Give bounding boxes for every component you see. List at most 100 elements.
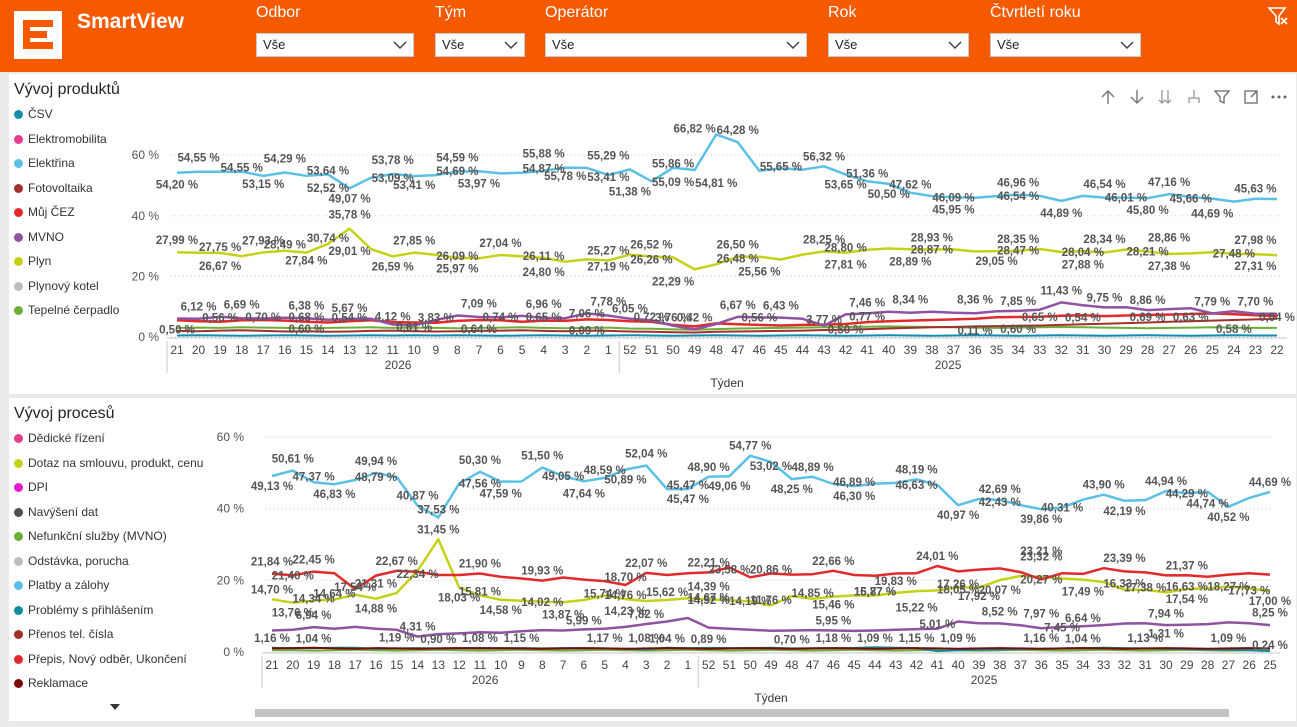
legend-more-arrow-icon[interactable] xyxy=(109,703,121,711)
legend-item[interactable]: Přepis, Nový odběr, Ukončení xyxy=(14,652,187,670)
series-line[interactable] xyxy=(176,317,1278,334)
x-tick-label: 40 xyxy=(882,343,896,357)
series-line[interactable] xyxy=(271,454,1271,519)
data-label: 0,69 % xyxy=(1130,312,1166,324)
more-options-icon[interactable] xyxy=(1270,88,1288,106)
legend-item[interactable]: Plyn xyxy=(14,254,51,272)
x-tick-label: 32 xyxy=(1118,658,1132,672)
legend-item[interactable]: Dotaz na smlouvu, produkt, cenu xyxy=(14,456,203,474)
data-label: 6,05 % xyxy=(612,304,648,316)
legend-item[interactable]: Přenos tel. čísla xyxy=(14,627,113,645)
y-tick-label: 20 % xyxy=(132,269,160,283)
legend-item[interactable]: Problémy s přihlášením xyxy=(14,603,153,621)
legend-item[interactable]: Elektřina xyxy=(14,156,75,174)
x-tick-label: 41 xyxy=(861,343,875,357)
filter-tym-select[interactable]: Vše xyxy=(435,33,525,57)
series-line[interactable] xyxy=(271,538,1271,607)
data-label: 27,85 % xyxy=(393,236,435,248)
legend-item[interactable]: Tepelné čerpadlo xyxy=(14,303,119,321)
series-line[interactable] xyxy=(271,646,1271,650)
focus-mode-icon[interactable] xyxy=(1242,88,1260,106)
legend-item[interactable]: Platby a zálohy xyxy=(14,578,109,596)
data-label: 53,09 % xyxy=(372,173,414,185)
data-label: 13,87 % xyxy=(542,609,584,621)
legend-item[interactable]: Elektromobilita xyxy=(14,132,107,150)
data-label: 14,85 % xyxy=(791,588,833,600)
legend-label: Reklamace xyxy=(28,676,89,690)
data-label: 26,26 % xyxy=(630,254,672,266)
legend-label: Platby a zálohy xyxy=(28,578,110,592)
legend-item[interactable]: Navýšení dat xyxy=(14,505,98,523)
x-tick-label: 49 xyxy=(688,343,702,357)
x-tick-label: 8 xyxy=(454,343,461,357)
x-tick-label: 50 xyxy=(744,658,758,672)
double-arrow-down-icon[interactable] xyxy=(1156,88,1174,106)
filter-icon[interactable] xyxy=(1213,88,1231,106)
legend-item[interactable]: DPI xyxy=(14,480,48,498)
clear-filters-icon[interactable] xyxy=(1267,5,1289,27)
legend-item[interactable]: Odstávka, porucha xyxy=(14,554,129,572)
x-tick-label: 7 xyxy=(560,658,567,672)
series-line[interactable] xyxy=(176,227,1278,271)
arrow-down-icon[interactable] xyxy=(1128,88,1146,106)
data-label: 0,24 % xyxy=(1252,640,1288,652)
x-tick-label: 52 xyxy=(702,658,716,672)
legend-item[interactable]: MVNO xyxy=(14,230,64,248)
data-label: 0,50 % xyxy=(159,324,195,336)
data-label: 27,19 % xyxy=(587,262,629,274)
legend-item[interactable]: Dědické řízení xyxy=(14,431,105,449)
legend-item[interactable]: Reklamace xyxy=(14,676,88,694)
legend-item[interactable]: Plynový kotel xyxy=(14,279,99,297)
data-label: 4,31 % xyxy=(400,622,436,634)
data-label: 8,86 % xyxy=(1130,295,1166,307)
filter-rok-select[interactable]: Vše xyxy=(828,33,969,57)
expand-hierarchy-icon[interactable] xyxy=(1185,88,1203,106)
legend-marker xyxy=(14,458,23,468)
data-label: 1,08 % xyxy=(628,633,664,645)
x-tick-label: 42 xyxy=(910,658,924,672)
data-label: 54,81 % xyxy=(695,178,737,190)
data-label: 6,64 % xyxy=(1065,613,1101,625)
x-tick-label: 1 xyxy=(684,658,691,672)
data-label: 1,17 % xyxy=(587,633,623,645)
data-label: 14,02 % xyxy=(521,597,563,609)
data-label: 44,74 % xyxy=(1187,499,1229,511)
x-tick-label: 48 xyxy=(785,658,799,672)
legend-label: Můj ČEZ xyxy=(28,205,75,219)
legend-item[interactable]: Můj ČEZ xyxy=(14,205,75,223)
series-line[interactable] xyxy=(176,133,1278,203)
data-label: 7,70 % xyxy=(1238,297,1274,309)
legend-item[interactable]: Nefunkční služby (MVNO) xyxy=(14,529,167,547)
series-line[interactable] xyxy=(271,564,1271,591)
x-tick-label: 28 xyxy=(1141,343,1155,357)
data-label: 27,81 % xyxy=(825,260,867,272)
legend-label: Tepelné čerpadlo xyxy=(28,303,120,317)
data-label: 20,86 % xyxy=(750,564,792,576)
filter-operator-select[interactable]: Vše xyxy=(545,33,807,57)
data-label: 1,09 % xyxy=(1211,633,1247,645)
data-label: 1,04 % xyxy=(1065,633,1101,645)
series-line[interactable] xyxy=(271,616,1271,638)
data-label: 42,69 % xyxy=(979,484,1021,496)
x-tick-label: 39 xyxy=(904,343,918,357)
filter-ctvrtleti-select[interactable]: Vše xyxy=(990,33,1141,57)
data-label: 3,83 % xyxy=(418,312,454,324)
legend-item[interactable]: Fotovoltaika xyxy=(14,181,93,199)
filter-value: Vše xyxy=(997,37,1020,52)
data-label: 27,48 % xyxy=(1213,249,1255,261)
series-line[interactable] xyxy=(176,325,1277,331)
horizontal-scrollbar[interactable] xyxy=(255,709,1229,717)
filter-odbor-select[interactable]: Vše xyxy=(256,33,414,57)
data-label: 42,19 % xyxy=(1103,506,1145,518)
series-line[interactable] xyxy=(176,334,1277,337)
arrow-up-icon[interactable] xyxy=(1099,88,1117,106)
series-line[interactable] xyxy=(176,301,1277,331)
data-label: 47,16 % xyxy=(1148,177,1190,189)
data-label: 54,59 % xyxy=(436,153,478,165)
series-line[interactable] xyxy=(176,312,1278,328)
series-line[interactable] xyxy=(272,648,1270,652)
legend-item[interactable]: ČSV xyxy=(14,107,53,125)
legend-label: MVNO xyxy=(28,229,64,244)
data-label: 0,09 % xyxy=(569,326,605,338)
x-tick-label: 19 xyxy=(213,343,227,357)
